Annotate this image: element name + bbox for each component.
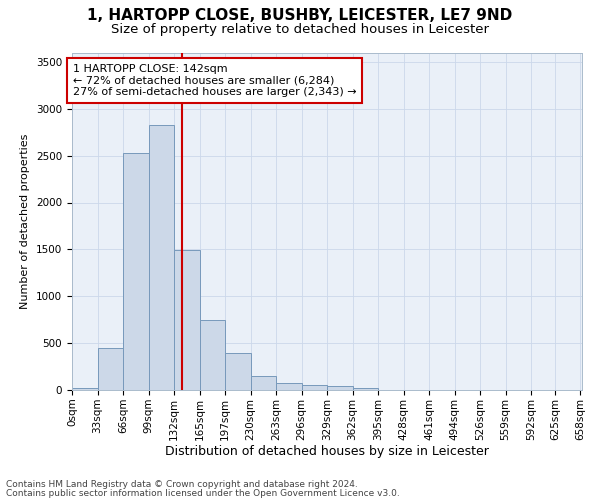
Bar — [225, 354, 251, 390]
Bar — [149, 124, 174, 390]
Bar — [353, 388, 378, 390]
X-axis label: Distribution of detached houses by size in Leicester: Distribution of detached houses by size … — [165, 446, 489, 458]
Text: Contains public sector information licensed under the Open Government Licence v3: Contains public sector information licen… — [6, 488, 400, 498]
Bar — [97, 348, 123, 390]
Bar — [302, 385, 327, 390]
Text: Size of property relative to detached houses in Leicester: Size of property relative to detached ho… — [111, 22, 489, 36]
Text: 1 HARTOPP CLOSE: 142sqm
← 72% of detached houses are smaller (6,284)
27% of semi: 1 HARTOPP CLOSE: 142sqm ← 72% of detache… — [73, 64, 356, 97]
Bar — [199, 320, 225, 390]
Bar — [72, 388, 97, 390]
Bar — [327, 386, 353, 390]
Bar — [123, 153, 149, 390]
Text: Contains HM Land Registry data © Crown copyright and database right 2024.: Contains HM Land Registry data © Crown c… — [6, 480, 358, 489]
Bar — [276, 382, 302, 390]
Bar — [251, 376, 276, 390]
Y-axis label: Number of detached properties: Number of detached properties — [20, 134, 31, 309]
Text: 1, HARTOPP CLOSE, BUSHBY, LEICESTER, LE7 9ND: 1, HARTOPP CLOSE, BUSHBY, LEICESTER, LE7… — [88, 8, 512, 22]
Bar — [174, 250, 199, 390]
